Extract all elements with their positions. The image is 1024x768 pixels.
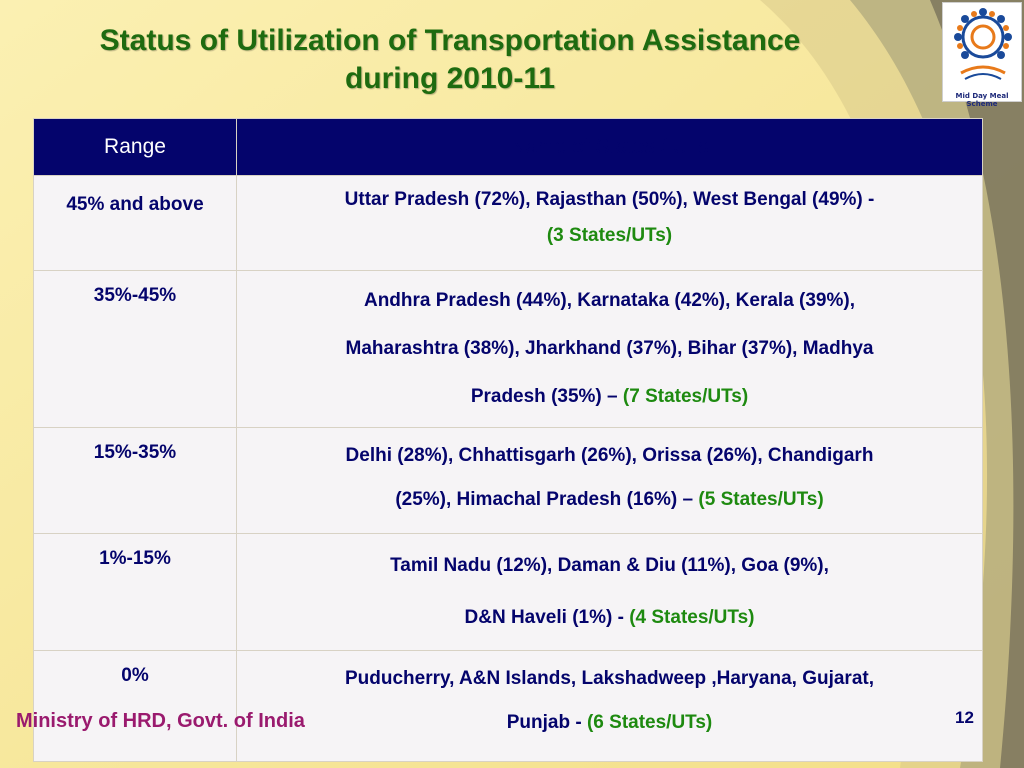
range-cell: 1%-15% <box>33 533 237 651</box>
range-cell: 15%-35% <box>33 427 237 534</box>
mdm-logo: Mid Day Meal Scheme <box>942 2 1022 108</box>
states-count: (4 States/UTs) <box>629 607 755 628</box>
table-row: 1%-15% Tamil Nadu (12%), Daman & Diu (11… <box>33 533 983 651</box>
states-text: D&N Haveli (1%) - <box>464 607 630 628</box>
states-text: Maharashtra (38%), Jharkhand (37%), Biha… <box>345 338 874 359</box>
states-cell: Uttar Pradesh (72%), Rajasthan (50%), We… <box>236 175 983 271</box>
mdm-logo-icon <box>954 8 1012 80</box>
title-line-1: Status of Utilization of Transportation … <box>99 24 801 57</box>
states-cell: Tamil Nadu (12%), Daman & Diu (11%), Goa… <box>236 533 983 651</box>
states-count: (3 States/UTs) <box>546 225 673 246</box>
states-text: Puducherry, A&N Islands, Lakshadweep ,Ha… <box>344 668 874 689</box>
states-text: Pradesh (35%) – <box>470 386 623 407</box>
states-count: (7 States/UTs) <box>622 386 749 407</box>
states-count: (6 States/UTs) <box>586 712 713 733</box>
range-cell: 0% <box>33 650 237 762</box>
table-row: 45% and above Uttar Pradesh (72%), Rajas… <box>33 175 983 271</box>
states-text: Punjab - <box>506 712 587 733</box>
slide-title: Status of Utilization of Transportation … <box>40 22 860 98</box>
title-line-2: during 2010-11 <box>344 62 556 95</box>
column-header-range: Range <box>33 118 237 176</box>
utilization-table: Range Name of States / UTs 45% and above… <box>33 118 983 762</box>
footer-ministry: Ministry of HRD, Govt. of India <box>16 710 305 732</box>
range-cell: 45% and above <box>33 175 237 271</box>
table-row: 0% Puducherry, A&N Islands, Lakshadweep … <box>33 650 983 762</box>
range-cell: 35%-45% <box>33 270 237 428</box>
table-header-row: Range Name of States / UTs <box>33 118 983 176</box>
page-number: 12 <box>955 708 974 727</box>
states-count: (5 States/UTs) <box>698 489 824 510</box>
states-text: Tamil Nadu (12%), Daman & Diu (11%), Goa… <box>390 555 829 576</box>
states-cell: Delhi (28%), Chhattisgarh (26%), Orissa … <box>236 427 983 534</box>
logo-caption: Mid Day Meal Scheme <box>955 92 1009 108</box>
states-text: Delhi (28%), Chhattisgarh (26%), Orissa … <box>345 445 874 466</box>
states-cell: Puducherry, A&N Islands, Lakshadweep ,Ha… <box>236 650 983 762</box>
states-text: Andhra Pradesh (44%), Karnataka (42%), K… <box>363 290 855 311</box>
states-text: Uttar Pradesh (72%), Rajasthan (50%), We… <box>344 189 875 210</box>
table-row: 35%-45% Andhra Pradesh (44%), Karnataka … <box>33 270 983 428</box>
column-header-states: Name of States / UTs <box>236 118 983 176</box>
table-row: 15%-35% Delhi (28%), Chhattisgarh (26%),… <box>33 427 983 534</box>
states-text: (25%), Himachal Pradesh (16%) – <box>395 489 699 510</box>
states-cell: Andhra Pradesh (44%), Karnataka (42%), K… <box>236 270 983 428</box>
